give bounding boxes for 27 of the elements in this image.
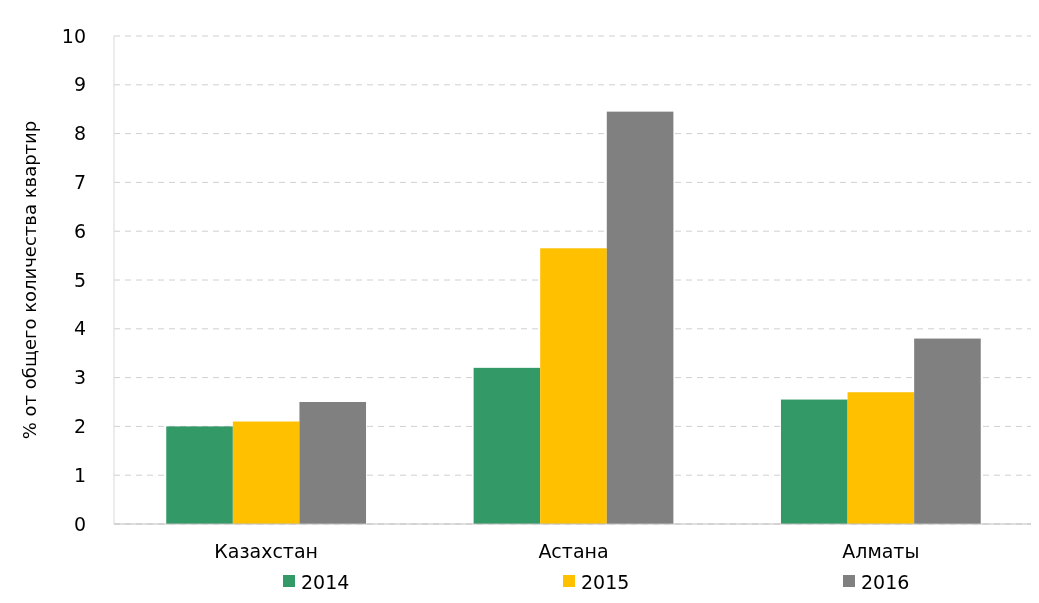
y-tick-label: 10 [61,24,86,47]
y-tick-label: 7 [73,171,86,194]
y-tick-label: 3 [73,366,86,389]
legend-label: 2015 [581,570,630,593]
bar [473,367,541,524]
y-tick-label: 6 [73,219,86,242]
y-tick-label: 9 [73,73,86,96]
y-tick-label: 8 [73,122,86,145]
bar [540,248,607,524]
bar [780,399,848,524]
legend-label: 2014 [301,570,350,593]
bar [606,111,674,524]
x-tick-label: Алматы [842,540,920,562]
bar [914,338,981,524]
bar [847,392,915,524]
y-tick-label: 2 [73,415,86,438]
legend-label: 2016 [861,570,910,593]
y-tick-label: 4 [73,317,86,340]
y-tick-label: 5 [73,268,86,291]
x-tick-label: Астана [538,540,609,562]
y-tick-label: 0 [73,512,86,535]
y-tick-label: 1 [73,463,86,486]
bar [232,421,300,524]
bar [166,426,233,524]
bar [299,402,367,524]
x-tick-label: Казахстан [214,540,318,562]
y-axis-title: % от общего количества квартир [19,120,40,440]
